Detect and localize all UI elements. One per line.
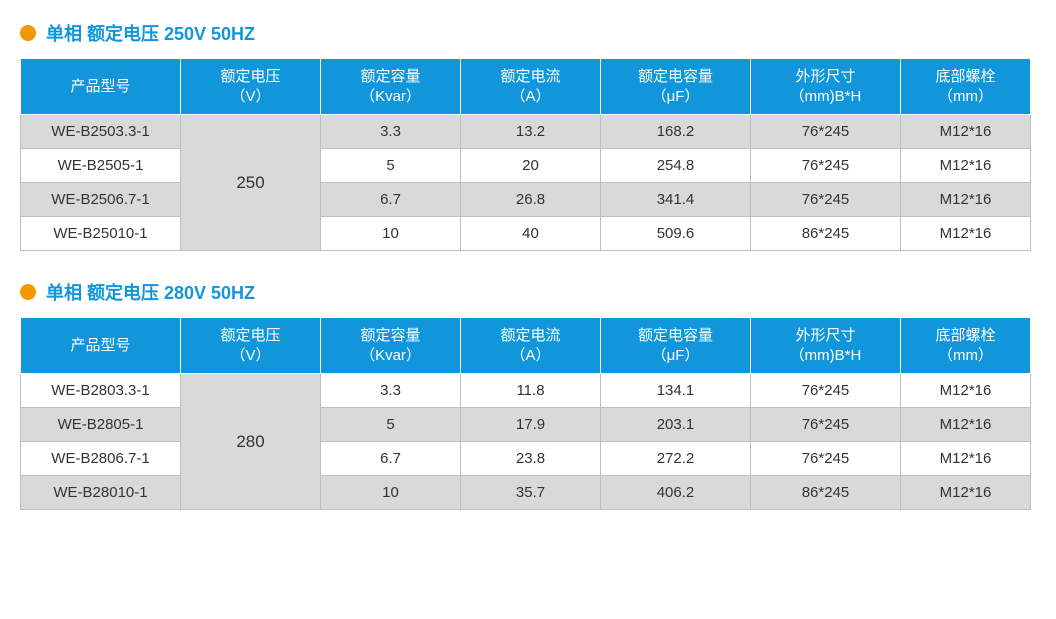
- cell-dim: 76*245: [751, 374, 901, 408]
- cell-kvar: 6.7: [321, 442, 461, 476]
- bullet-icon: [20, 25, 36, 41]
- cell-kvar: 10: [321, 217, 461, 251]
- col-header-amp: 额定电流（A）: [461, 318, 601, 374]
- col-header-bolt: 底部螺栓（mm）: [901, 318, 1031, 374]
- cell-dim: 76*245: [751, 149, 901, 183]
- cell-uf: 406.2: [601, 476, 751, 510]
- cell-kvar: 6.7: [321, 183, 461, 217]
- cell-bolt: M12*16: [901, 183, 1031, 217]
- cell-model: WE-B2806.7-1: [21, 442, 181, 476]
- cell-model: WE-B2506.7-1: [21, 183, 181, 217]
- cell-dim: 76*245: [751, 115, 901, 149]
- section-title: 单相 额定电压 280V 50HZ: [20, 279, 1036, 305]
- cell-uf: 168.2: [601, 115, 751, 149]
- table-row: WE-B2803.3-12803.311.8134.176*245M12*16: [21, 374, 1031, 408]
- spec-section: 单相 额定电压 280V 50HZ产品型号额定电压（V）额定容量（Kvar）额定…: [20, 279, 1036, 510]
- col-header-dim: 外形尺寸（mm)B*H: [751, 59, 901, 115]
- table-row: WE-B2805-1 517.9203.176*245M12*16: [21, 408, 1031, 442]
- cell-uf: 134.1: [601, 374, 751, 408]
- cell-bolt: M12*16: [901, 476, 1031, 510]
- spec-section: 单相 额定电压 250V 50HZ产品型号额定电压（V）额定容量（Kvar）额定…: [20, 20, 1036, 251]
- table-row: WE-B28010-1 1035.7406.286*245M12*16: [21, 476, 1031, 510]
- cell-bolt: M12*16: [901, 374, 1031, 408]
- cell-model: WE-B28010-1: [21, 476, 181, 510]
- spec-table: 产品型号额定电压（V）额定容量（Kvar）额定电流（A）额定电容量（μF）外形尺…: [20, 317, 1031, 510]
- cell-amp: 23.8: [461, 442, 601, 476]
- cell-dim: 76*245: [751, 442, 901, 476]
- cell-kvar: 10: [321, 476, 461, 510]
- spec-table: 产品型号额定电压（V）额定容量（Kvar）额定电流（A）额定电容量（μF）外形尺…: [20, 58, 1031, 251]
- cell-voltage-merged: 250: [181, 115, 321, 251]
- cell-amp: 40: [461, 217, 601, 251]
- col-header-dim: 外形尺寸（mm)B*H: [751, 318, 901, 374]
- table-row: WE-B25010-1 1040509.686*245M12*16: [21, 217, 1031, 251]
- col-header-volt: 额定电压（V）: [181, 318, 321, 374]
- cell-model: WE-B2505-1: [21, 149, 181, 183]
- cell-bolt: M12*16: [901, 408, 1031, 442]
- cell-amp: 13.2: [461, 115, 601, 149]
- cell-amp: 26.8: [461, 183, 601, 217]
- cell-amp: 17.9: [461, 408, 601, 442]
- section-title-text: 单相 额定电压 280V 50HZ: [46, 279, 255, 305]
- cell-bolt: M12*16: [901, 442, 1031, 476]
- bullet-icon: [20, 284, 36, 300]
- cell-uf: 509.6: [601, 217, 751, 251]
- table-row: WE-B2806.7-1 6.723.8272.276*245M12*16: [21, 442, 1031, 476]
- cell-kvar: 5: [321, 408, 461, 442]
- cell-bolt: M12*16: [901, 217, 1031, 251]
- col-header-volt: 额定电压（V）: [181, 59, 321, 115]
- col-header-kvar: 额定容量（Kvar）: [321, 59, 461, 115]
- cell-voltage-merged: 280: [181, 374, 321, 510]
- col-header-kvar: 额定容量（Kvar）: [321, 318, 461, 374]
- section-title-text: 单相 额定电压 250V 50HZ: [46, 20, 255, 46]
- cell-dim: 76*245: [751, 183, 901, 217]
- cell-dim: 86*245: [751, 476, 901, 510]
- cell-bolt: M12*16: [901, 115, 1031, 149]
- col-header-uf: 额定电容量（μF）: [601, 59, 751, 115]
- col-header-model: 产品型号: [21, 59, 181, 115]
- cell-kvar: 5: [321, 149, 461, 183]
- cell-amp: 11.8: [461, 374, 601, 408]
- cell-model: WE-B2803.3-1: [21, 374, 181, 408]
- cell-dim: 86*245: [751, 217, 901, 251]
- col-header-model: 产品型号: [21, 318, 181, 374]
- cell-model: WE-B2805-1: [21, 408, 181, 442]
- cell-uf: 203.1: [601, 408, 751, 442]
- cell-dim: 76*245: [751, 408, 901, 442]
- cell-amp: 20: [461, 149, 601, 183]
- cell-model: WE-B25010-1: [21, 217, 181, 251]
- cell-amp: 35.7: [461, 476, 601, 510]
- cell-uf: 254.8: [601, 149, 751, 183]
- cell-model: WE-B2503.3-1: [21, 115, 181, 149]
- table-row: WE-B2505-1 520254.876*245M12*16: [21, 149, 1031, 183]
- cell-kvar: 3.3: [321, 115, 461, 149]
- col-header-uf: 额定电容量（μF）: [601, 318, 751, 374]
- section-title: 单相 额定电压 250V 50HZ: [20, 20, 1036, 46]
- cell-kvar: 3.3: [321, 374, 461, 408]
- col-header-bolt: 底部螺栓（mm）: [901, 59, 1031, 115]
- cell-bolt: M12*16: [901, 149, 1031, 183]
- col-header-amp: 额定电流（A）: [461, 59, 601, 115]
- cell-uf: 341.4: [601, 183, 751, 217]
- cell-uf: 272.2: [601, 442, 751, 476]
- table-row: WE-B2503.3-12503.313.2168.276*245M12*16: [21, 115, 1031, 149]
- table-row: WE-B2506.7-1 6.726.8341.476*245M12*16: [21, 183, 1031, 217]
